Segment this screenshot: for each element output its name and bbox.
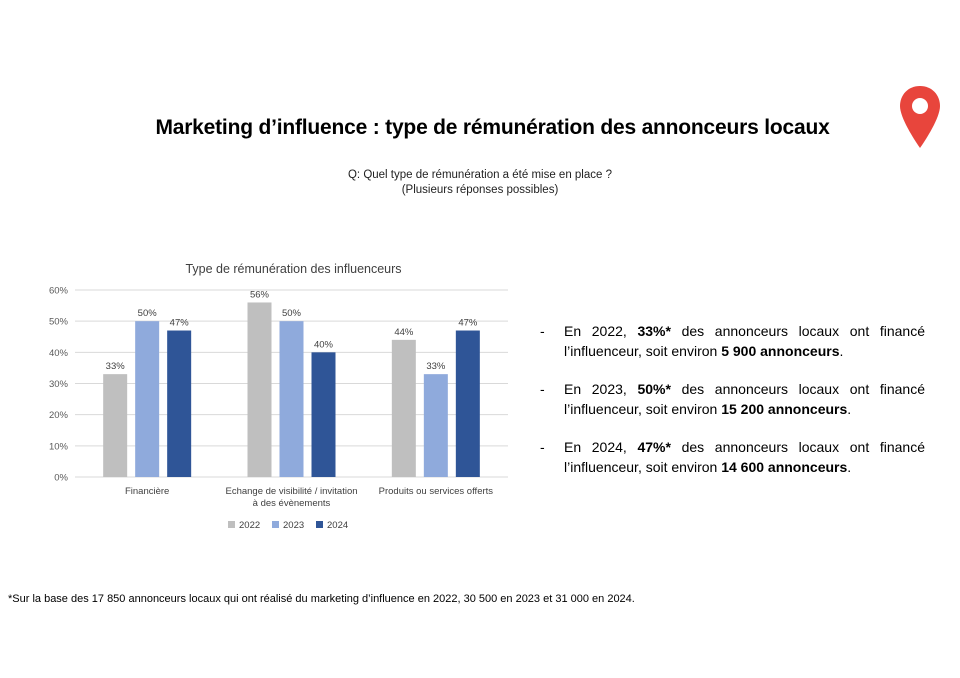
data-label: 50% bbox=[138, 308, 158, 319]
category-label: Financière bbox=[125, 486, 169, 497]
y-tick-label: 20% bbox=[49, 410, 69, 421]
bar-2023 bbox=[423, 374, 448, 477]
chart-title: Type de rémunération des influenceurs bbox=[185, 262, 401, 276]
bullet-dash: - bbox=[540, 439, 545, 455]
bar-2023 bbox=[135, 321, 160, 477]
bar-2024 bbox=[455, 330, 480, 477]
y-tick-label: 50% bbox=[49, 317, 69, 328]
bullet-text: En 2023, 50%* des annonceurs locaux ont … bbox=[564, 381, 926, 417]
data-label: 50% bbox=[282, 308, 302, 319]
data-label: 56% bbox=[250, 289, 270, 300]
bullet-item: - En 2022, 33%* des annonceurs locaux on… bbox=[540, 321, 925, 361]
bullet-dash: - bbox=[540, 381, 545, 397]
data-label: 47% bbox=[170, 318, 190, 329]
y-tick-label: 0% bbox=[54, 473, 68, 484]
data-label: 44% bbox=[394, 327, 414, 338]
y-tick-label: 30% bbox=[49, 379, 69, 390]
y-tick-label: 60% bbox=[49, 286, 69, 297]
bar-2022 bbox=[103, 374, 128, 477]
bullet-dash: - bbox=[540, 323, 545, 339]
y-tick-label: 40% bbox=[49, 348, 69, 359]
legend-label: 2023 bbox=[283, 520, 304, 531]
bar-2022 bbox=[247, 302, 272, 477]
legend-swatch-2022 bbox=[228, 521, 235, 528]
bullet-text: En 2024, 47%* des annonceurs locaux ont … bbox=[564, 439, 926, 475]
y-tick-label: 10% bbox=[49, 441, 69, 452]
question-text: Q: Quel type de rémunération a été mise … bbox=[280, 168, 680, 198]
legend-label: 2022 bbox=[239, 520, 260, 531]
bar-chart: Type de rémunération des influenceurs 0% 1… bbox=[49, 262, 508, 531]
category-label: à des évènements bbox=[253, 498, 331, 509]
bar-2022 bbox=[391, 339, 416, 477]
data-label: 47% bbox=[458, 318, 478, 329]
legend-label: 2024 bbox=[327, 520, 348, 531]
data-label: 40% bbox=[314, 339, 334, 350]
bar-2023 bbox=[279, 321, 304, 477]
data-label: 33% bbox=[106, 361, 126, 372]
legend-swatch-2024 bbox=[316, 521, 323, 528]
chart: Type de rémunération des influenceurs 0% 1… bbox=[30, 255, 530, 545]
category-label: Echange de visibilité / invitation bbox=[225, 486, 357, 497]
bar-2024 bbox=[167, 330, 192, 477]
bullet-list: - En 2022, 33%* des annonceurs locaux on… bbox=[540, 321, 925, 495]
footnote: *Sur la base des 17 850 annonceurs locau… bbox=[8, 593, 635, 605]
category-label: Produits ou services offerts bbox=[379, 486, 494, 497]
legend-swatch-2023 bbox=[272, 521, 279, 528]
question-subline: (Plusieurs réponses possibles) bbox=[401, 184, 559, 196]
data-label: 33% bbox=[426, 361, 446, 372]
page-title: Marketing d’influence : type de rémunéra… bbox=[155, 116, 830, 139]
location-pin-icon bbox=[900, 86, 940, 148]
bullet-item: - En 2024, 47%* des annonceurs locaux on… bbox=[540, 437, 925, 477]
bar-2024 bbox=[311, 352, 336, 477]
bullet-item: - En 2023, 50%* des annonceurs locaux on… bbox=[540, 379, 925, 419]
question-line: Q: Quel type de rémunération a été mise … bbox=[347, 169, 612, 181]
bullet-text: En 2022, 33%* des annonceurs locaux ont … bbox=[564, 323, 926, 359]
